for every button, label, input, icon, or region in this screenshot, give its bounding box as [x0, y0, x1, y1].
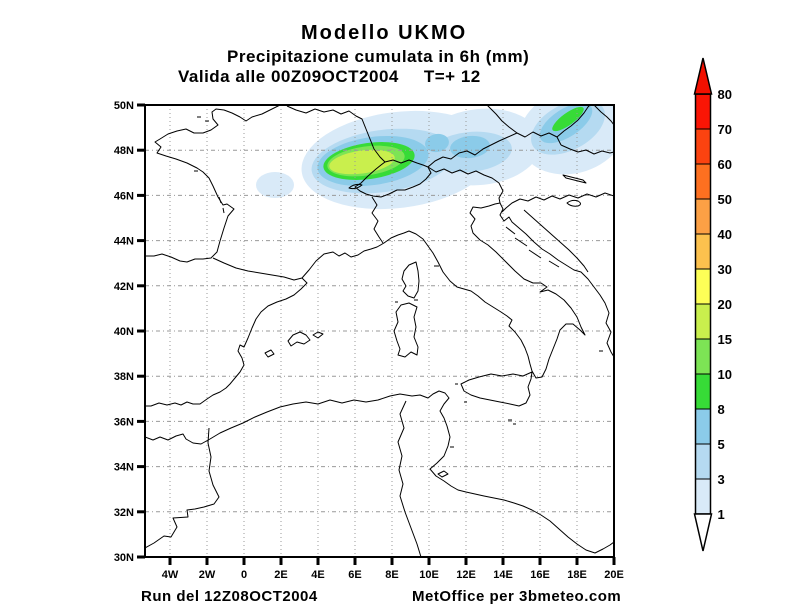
lon-label: 16E	[530, 569, 550, 581]
precip-region-main-blob-core-15	[329, 149, 395, 175]
coastline-spain-east	[145, 277, 308, 407]
colorbar-segment	[695, 303, 711, 340]
colorbar-level-label: 60	[718, 157, 732, 172]
lat-label: 48N	[114, 145, 134, 157]
border-morocco-algeria	[145, 427, 220, 549]
lake-balaton	[562, 174, 587, 184]
lon-label: 12E	[456, 569, 476, 581]
page-subtitle: Precipitazione cumulata in 6h (mm)	[227, 47, 530, 66]
island-sardinia	[393, 302, 419, 358]
credit-info: MetOffice per 3bmeteo.com	[412, 588, 622, 605]
colorbar-level-label: 15	[718, 332, 732, 347]
axis-ticks-labels: 50N 48N 46N 44N 42N 40N 38N 36N 34N 32N 30N 4W 2W 0 2E…	[114, 100, 624, 581]
colorbar-level-label: 50	[718, 192, 732, 207]
page-title: Modello UKMO	[301, 22, 468, 44]
lon-label: 0	[241, 569, 247, 581]
island-sicily	[460, 371, 533, 407]
lat-label: 42N	[114, 281, 134, 293]
island-corsica	[401, 261, 420, 299]
small-islands	[194, 116, 603, 478]
lon-label: 14E	[493, 569, 513, 581]
lon-label: 20E	[604, 569, 624, 581]
colorbar-level-label: 30	[718, 262, 732, 277]
colorbar-segment	[695, 408, 711, 445]
lon-label: 4E	[311, 569, 324, 581]
colorbar-segment	[695, 233, 711, 270]
lake-geneva	[348, 183, 363, 190]
lat-label: 34N	[114, 462, 134, 474]
colorbar-arrow-above-max	[693, 57, 713, 95]
colorbar-segment	[695, 478, 711, 515]
border-austria-north-east	[427, 131, 562, 168]
colorbar-level-label: 8	[718, 402, 725, 417]
dalmatian-islands	[505, 226, 560, 268]
coastlines	[145, 105, 614, 557]
colorbar-segment	[695, 198, 711, 235]
colorbar-level-label: 80	[718, 87, 732, 102]
colorbar-segment	[695, 128, 711, 165]
colorbar-segment	[695, 373, 711, 410]
country-borders	[286, 105, 614, 273]
border-italy-austria-slovenia	[427, 166, 504, 204]
colorbar-segment	[695, 443, 711, 480]
grid-lines	[145, 105, 614, 557]
colorbar-level-label: 40	[718, 227, 732, 242]
colorbar-arrow-below-min	[693, 513, 713, 552]
colorbar-level-label: 10	[718, 367, 732, 382]
border-switzerland	[354, 159, 432, 198]
colorbar-level-label: 70	[718, 122, 732, 137]
colorbar-level-label: 5	[718, 437, 725, 452]
lat-label: 40N	[114, 326, 134, 338]
colorbar-level-label: 20	[718, 297, 732, 312]
colorbar-level-label: 1	[718, 507, 725, 522]
run-info: Run del 12Z08OCT2004	[141, 588, 318, 605]
border-pyrenees	[212, 257, 303, 281]
lon-label: 6E	[348, 569, 361, 581]
coastline-north-africa	[145, 390, 614, 554]
border-loop-slavonia	[566, 199, 581, 207]
colorbar-level-label: 3	[718, 472, 725, 487]
border-croatia-bosnia	[523, 209, 589, 273]
lon-label: 18E	[567, 569, 587, 581]
colorbar: 80 70 60 50 40 30 20 15 10 8 5 3 1	[693, 57, 732, 552]
lon-label: 4W	[162, 569, 179, 581]
forecast-step-label: T=+ 12	[423, 67, 481, 86]
lat-label: 50N	[114, 100, 134, 112]
lon-label: 2E	[274, 569, 287, 581]
island-ibiza	[264, 349, 275, 358]
precip-region-france-faint-blob	[256, 172, 294, 198]
valid-time-line: Valida alle 00Z09OCT2004 T=+ 12	[178, 67, 481, 87]
precip-region-band-spot-5a	[425, 133, 449, 153]
lat-label: 46N	[114, 190, 134, 202]
colorbar-segment	[695, 268, 711, 305]
coastline-france-biscay-spain	[145, 105, 281, 263]
lon-label: 10E	[419, 569, 439, 581]
border-tunisia-algeria	[397, 400, 422, 557]
colorbar-segment	[695, 338, 711, 375]
colorbar-segment	[695, 163, 711, 200]
coastline-med-italy-adriatic	[301, 202, 614, 379]
colorbar-segment	[695, 93, 711, 130]
precipitation-layer	[256, 105, 614, 210]
island-mallorca	[287, 331, 311, 347]
lat-label: 44N	[114, 236, 134, 248]
border-hungary-slovakia	[560, 144, 614, 155]
island-menorca	[312, 331, 324, 339]
border-france-italy	[371, 196, 384, 244]
border-france-belgium-germany	[286, 105, 386, 163]
lat-label: 38N	[114, 371, 134, 383]
lat-label: 30N	[114, 552, 134, 564]
border-czech-germany	[486, 105, 518, 134]
lat-label: 32N	[114, 507, 134, 519]
border-hungary-croatia-slovenia	[501, 192, 614, 213]
precip-region-ne-streak-8	[552, 106, 584, 132]
border-slovakia-northeast	[593, 105, 614, 126]
border-czech-slovakia	[556, 105, 591, 138]
lon-label: 2W	[199, 569, 216, 581]
valid-time-label: Valida alle 00Z09OCT2004	[178, 67, 399, 86]
lat-label: 36N	[114, 416, 134, 428]
lon-label: 8E	[385, 569, 398, 581]
